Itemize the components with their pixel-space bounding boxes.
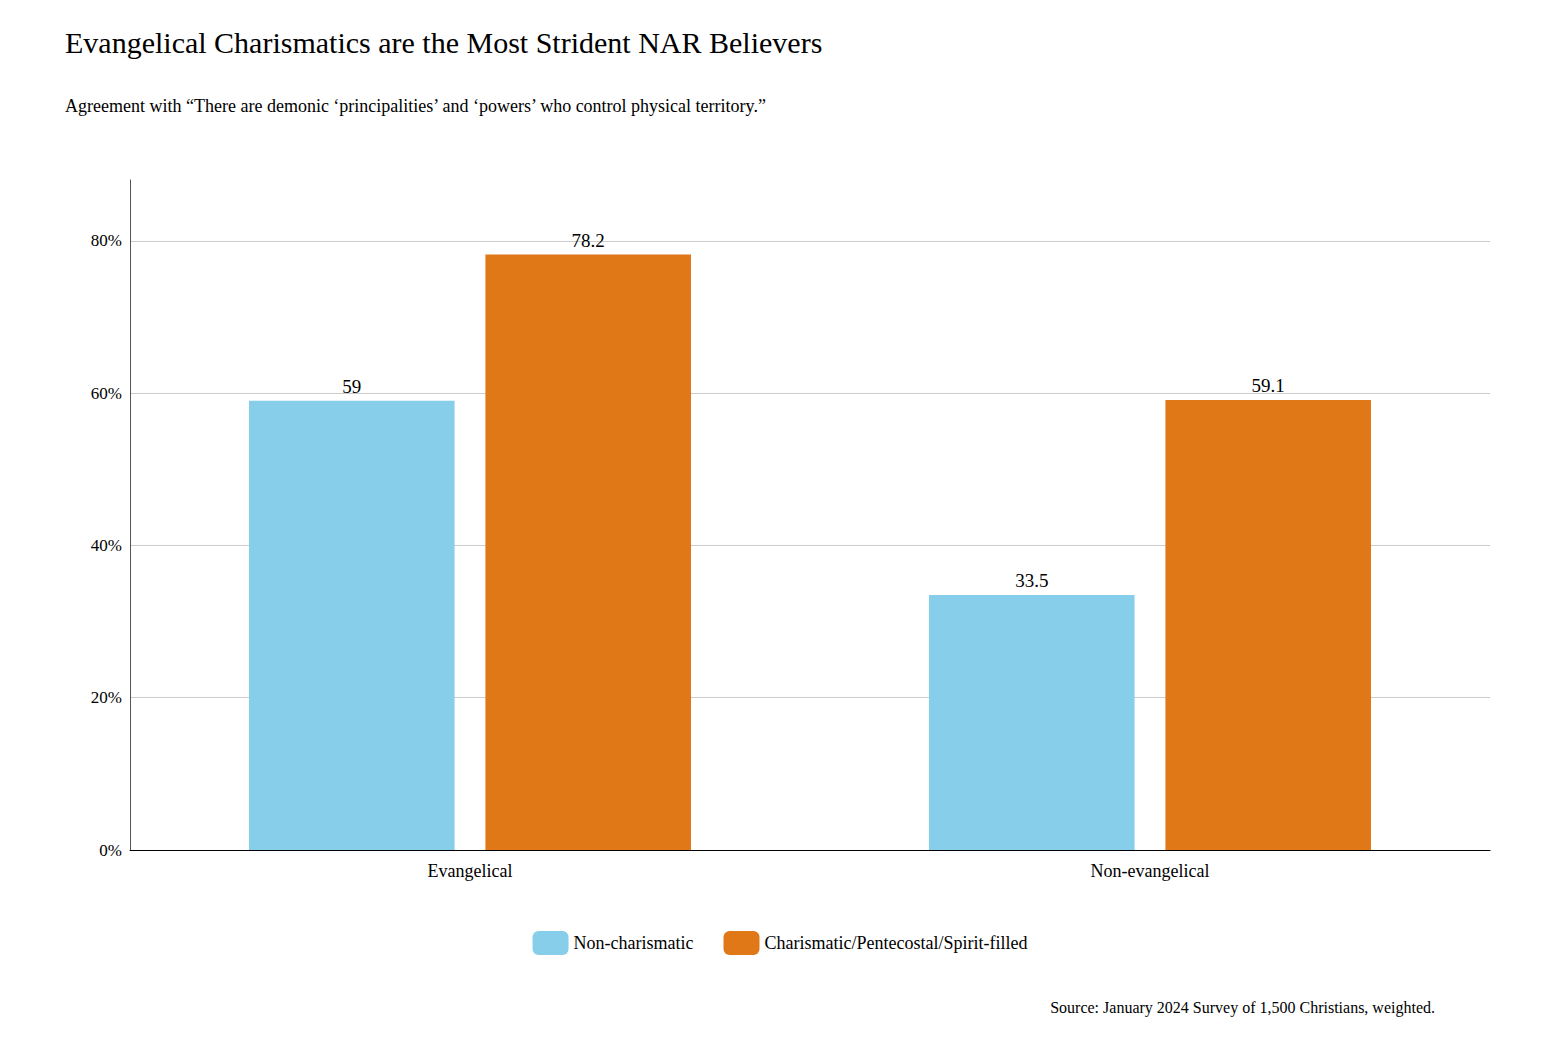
svg-text:Source: January 2024 Survey of: Source: January 2024 Survey of 1,500 Chr… <box>1050 999 1435 1017</box>
svg-text:40%: 40% <box>91 536 122 555</box>
svg-text:Agreement with “There are demo: Agreement with “There are demonic ‘princ… <box>65 96 766 116</box>
svg-text:78.2: 78.2 <box>572 230 605 251</box>
svg-text:Evangelical Charismatics are t: Evangelical Charismatics are the Most St… <box>65 26 822 59</box>
svg-text:Non-evangelical: Non-evangelical <box>1091 861 1210 881</box>
svg-text:80%: 80% <box>91 231 122 250</box>
svg-text:33.5: 33.5 <box>1015 570 1048 591</box>
svg-text:0%: 0% <box>99 841 122 860</box>
svg-text:Non-charismatic: Non-charismatic <box>574 933 694 953</box>
svg-text:60%: 60% <box>91 384 122 403</box>
svg-text:Evangelical: Evangelical <box>428 861 513 881</box>
svg-text:20%: 20% <box>91 688 122 707</box>
svg-text:Charismatic/Pentecostal/Spirit: Charismatic/Pentecostal/Spirit-filled <box>765 933 1028 953</box>
svg-text:59: 59 <box>342 376 361 397</box>
svg-text:59.1: 59.1 <box>1252 375 1285 396</box>
